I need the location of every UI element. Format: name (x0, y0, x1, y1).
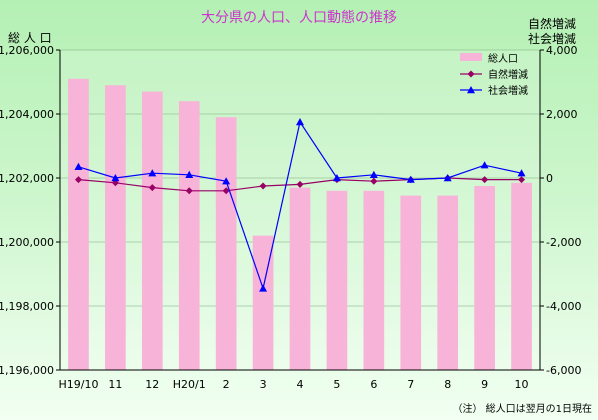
point-natural-change (518, 176, 526, 184)
bar-total-population (68, 78, 89, 371)
point-social-change (480, 161, 489, 169)
point-social-change (332, 174, 341, 182)
x-tick-label: H20/1 (173, 378, 206, 391)
left-axis-label: 総 人 口 (8, 31, 52, 45)
right-tick-label: 2,000 (546, 108, 578, 121)
legend-marker-social-change (467, 86, 475, 94)
bar-total-population (215, 117, 237, 370)
point-social-change (443, 174, 452, 182)
right-axis-label-natural: 自然増減 (528, 16, 576, 31)
right-axis-label-social: 社会増減 (528, 31, 576, 46)
point-natural-change (222, 187, 230, 195)
footnote: （注） 総人口は翌月の1日現在 (452, 402, 592, 415)
point-natural-change (296, 180, 304, 188)
x-tick-label: 7 (407, 378, 414, 391)
x-tick-label: 10 (515, 378, 529, 391)
bar-total-population (474, 186, 495, 370)
point-natural-change (259, 182, 267, 190)
x-tick-label: 9 (481, 378, 488, 391)
point-natural-change (370, 177, 378, 185)
bar-total-population (511, 182, 532, 370)
left-tick-label: 1,196,000 (0, 364, 54, 377)
point-social-change (296, 118, 304, 126)
point-social-change (74, 162, 83, 170)
right-tick-label: 0 (546, 172, 553, 185)
bar-total-population (252, 235, 274, 370)
bar-total-population (363, 190, 385, 370)
point-social-change (517, 169, 526, 177)
left-tick-label: 1,198,000 (0, 300, 54, 313)
point-social-change (222, 177, 231, 185)
bar-total-population (105, 85, 126, 370)
x-tick-label: 12 (145, 378, 159, 391)
x-tick-label: 2 (223, 378, 230, 391)
legend-label-social-change: 社会増減 (488, 84, 528, 97)
left-tick-label: 1,200,000 (0, 236, 54, 249)
legend-swatch-total-population (460, 53, 482, 61)
right-tick-label: -2,000 (546, 236, 581, 249)
point-natural-change (74, 176, 82, 184)
bar-total-population (437, 195, 459, 370)
left-tick-label: 1,206,000 (0, 44, 54, 57)
point-natural-change (481, 176, 489, 184)
point-social-change (369, 170, 378, 178)
x-tick-label: 11 (108, 378, 122, 391)
bar-total-population (400, 195, 422, 370)
bar-total-population (141, 91, 163, 370)
left-tick-label: 1,202,000 (0, 172, 54, 185)
point-natural-change (185, 187, 193, 195)
bar-total-population (326, 190, 348, 370)
x-tick-label: 3 (260, 378, 267, 391)
x-tick-label: 5 (333, 378, 340, 391)
legend-marker-natural-change (467, 70, 475, 78)
bar-total-population (178, 101, 200, 370)
point-social-change (185, 170, 194, 178)
plot-area: 1,196,000 1,198,000 1,200,000 1,202,000 1,20… (0, 44, 581, 391)
point-social-change (259, 284, 268, 292)
point-social-change (111, 174, 120, 182)
point-social-change (406, 175, 415, 183)
right-tick-label: -6,000 (546, 364, 581, 377)
bar-total-population (289, 187, 311, 370)
chart-title: 大分県の人口、人口動態の推移 (201, 10, 397, 26)
point-social-change (148, 169, 157, 177)
x-tick-label: 4 (297, 378, 304, 391)
x-tick-label: 6 (370, 378, 377, 391)
legend-label-natural-change: 自然増減 (488, 68, 528, 81)
x-tick-label: 8 (444, 378, 451, 391)
point-natural-change (148, 184, 156, 192)
left-tick-label: 1,204,000 (0, 108, 54, 121)
right-tick-label: 4,000 (546, 44, 578, 57)
x-tick-label: H19/10 (58, 378, 98, 391)
legend-label-total-population: 総人口 (488, 52, 518, 65)
right-tick-label: -4,000 (546, 300, 581, 313)
